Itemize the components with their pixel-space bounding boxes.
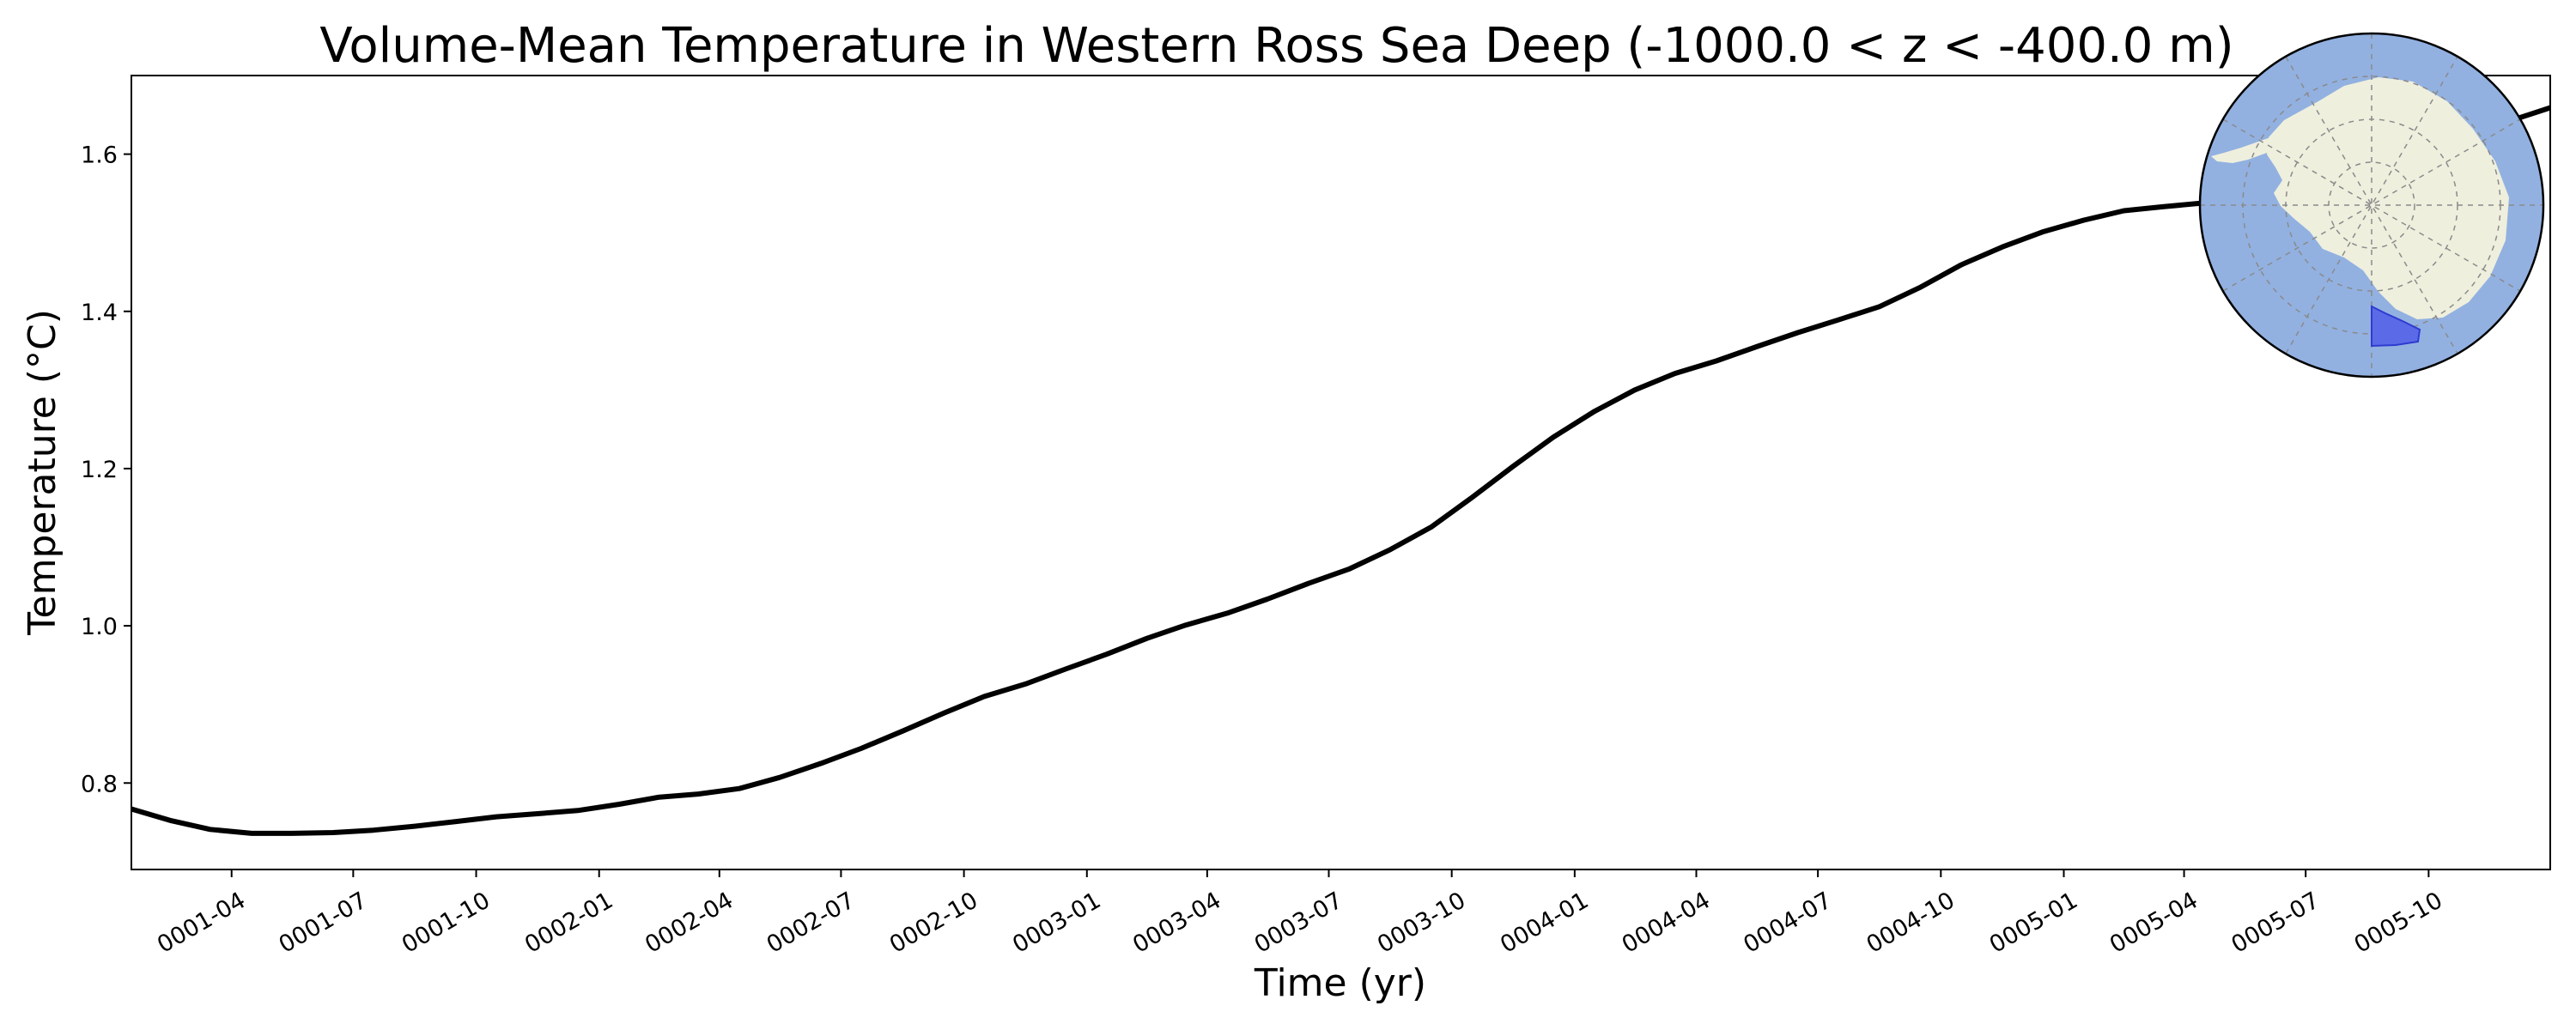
map-antarctica [2267,77,2509,319]
x-tick-label: 0005-07 [2227,888,2324,959]
x-tick-label: 0005-04 [2105,888,2202,959]
x-tick-label: 0001-04 [153,888,250,959]
map-antarctic-peninsula [2211,136,2284,163]
inset-map [2198,32,2545,379]
map-western-ross-sea-region [2371,305,2421,348]
x-axis-label: Time (yr) [1254,961,1426,1005]
x-tick-label: 0004-04 [1618,888,1715,959]
y-tick-label: 1.6 [81,142,118,169]
x-tick-label: 0002-10 [885,888,982,959]
chart-title: Volume-Mean Temperature in Western Ross … [319,18,2233,74]
x-tick-label: 0002-07 [762,888,860,959]
x-tick-label: 0004-10 [1862,888,1959,959]
x-tick-label: 0005-01 [1985,888,2082,959]
x-tick-label: 0005-10 [2350,888,2447,959]
y-tick-label: 1.4 [81,300,118,326]
y-tick-label: 0.8 [81,771,118,797]
series-line [131,105,2551,836]
x-tick-label: 0003-01 [1008,888,1105,959]
y-axis-label: Temperature (°C) [21,309,64,636]
x-tick-label: 0004-07 [1739,888,1836,959]
x-tick-label: 0004-01 [1496,888,1593,959]
y-axis: 0.8 1.0 1.2 1.4 1.6 [81,142,131,797]
x-tick-label: 0003-04 [1128,888,1225,959]
map-graticule [2200,33,2543,377]
x-axis: 0001-04 0001-07 0001-10 0002-01 0002-04 0002-… [153,869,2447,959]
plot-frame [131,75,2551,870]
y-tick-label: 1.0 [81,614,118,640]
map-border [2198,32,2545,379]
x-tick-label: 0001-07 [275,888,372,959]
x-tick-label: 0002-01 [520,888,617,959]
x-tick-label: 0003-07 [1250,888,1347,959]
y-tick-label: 1.2 [81,457,118,483]
x-tick-label: 0002-04 [641,888,738,959]
x-tick-label: 0001-10 [398,888,495,959]
x-tick-label: 0003-10 [1373,888,1470,959]
plot-area [131,105,2551,836]
